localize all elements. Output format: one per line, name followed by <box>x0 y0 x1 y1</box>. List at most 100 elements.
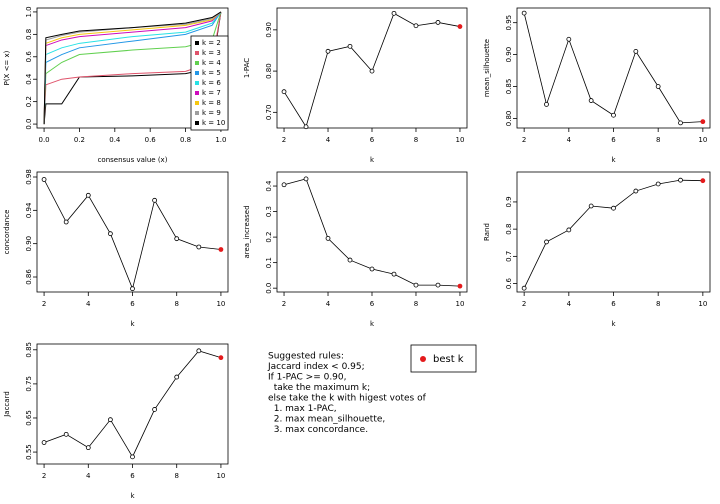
point <box>655 84 661 89</box>
y-axis-label: 1-PAC <box>243 58 251 78</box>
ecdf-line <box>43 11 222 125</box>
x-tick-label: 1.0 <box>215 136 226 144</box>
point <box>413 282 419 288</box>
point <box>347 43 353 49</box>
point <box>152 407 158 412</box>
point <box>678 120 683 126</box>
point <box>130 454 135 460</box>
legend-key <box>195 111 199 115</box>
point <box>281 89 287 95</box>
y-tick-label: 0.94 <box>25 202 33 218</box>
legend-key <box>195 71 199 75</box>
y-tick-label: 0.4 <box>265 180 273 192</box>
x-tick-label: 6 <box>611 136 616 144</box>
point <box>655 181 661 187</box>
x-tick-label: 6 <box>130 300 135 308</box>
y-tick-label: 0.1 <box>265 257 273 268</box>
y-axis-label: Rand <box>483 223 491 241</box>
y-axis-label: concordance <box>3 210 11 255</box>
point <box>174 236 180 242</box>
legend-key <box>195 121 199 125</box>
point <box>588 203 594 209</box>
x-tick-label: 2 <box>282 136 286 144</box>
y-tick-label: 0.90 <box>25 236 33 252</box>
x-tick-label: 4 <box>86 472 91 480</box>
x-tick-label: 2 <box>42 472 46 480</box>
y-tick-label: 0.86 <box>25 269 33 285</box>
x-tick-label: 4 <box>326 300 331 308</box>
point <box>521 285 527 291</box>
point <box>41 440 47 445</box>
point <box>130 286 135 292</box>
point <box>435 20 441 25</box>
point <box>413 23 419 29</box>
y-tick-label: 0.7 <box>505 251 513 262</box>
rule-line: 2. max mean_silhouette, <box>268 415 385 425</box>
legend-key <box>195 41 199 45</box>
x-tick-label: 8 <box>656 136 660 144</box>
y-tick-label: 0.65 <box>25 410 33 426</box>
point <box>700 119 706 125</box>
point <box>41 177 47 182</box>
x-tick-label: 2 <box>522 300 526 308</box>
y-tick-label: 0.2 <box>25 96 33 107</box>
point <box>63 431 69 437</box>
best-k-legend-box <box>410 344 477 373</box>
point <box>633 49 639 54</box>
x-tick-label: 4 <box>567 136 572 144</box>
point <box>325 48 331 54</box>
point <box>611 112 616 118</box>
y-tick-label: 0.0 <box>265 283 273 294</box>
legend-label: k = 9 <box>202 109 221 117</box>
rule-line: else take the k with higest votes of <box>268 394 427 404</box>
x-tick-label: 2 <box>282 300 286 308</box>
y-tick-label: 0.75 <box>25 376 33 392</box>
legend-label: k = 6 <box>202 79 221 87</box>
point <box>544 101 549 107</box>
x-tick-label: 10 <box>698 136 707 144</box>
x-tick-label: 4 <box>326 136 331 144</box>
y-tick-label: 0.3 <box>265 206 273 217</box>
legend-label: k = 7 <box>202 89 221 97</box>
y-tick-label: 0.85 <box>25 342 33 358</box>
legend-key <box>195 61 199 65</box>
x-axis-label: k <box>370 320 375 328</box>
rule-line: 3. max concordance. <box>268 425 368 435</box>
best-k-legend-label: best k <box>433 354 464 365</box>
point <box>107 417 113 423</box>
point <box>611 205 616 211</box>
y-tick-label: 0.8 <box>505 224 513 235</box>
y-axis-label: P(X <= x) <box>3 50 11 85</box>
point <box>303 124 309 130</box>
point <box>196 244 202 250</box>
point <box>369 68 375 74</box>
x-tick-label: 0.8 <box>180 136 191 144</box>
y-tick-label: 0.55 <box>25 444 33 460</box>
x-tick-label: 0.6 <box>145 136 157 144</box>
y-tick-label: 0.80 <box>505 111 513 127</box>
x-tick-label: 6 <box>130 472 135 480</box>
point <box>544 239 549 245</box>
legend-label: k = 4 <box>202 59 221 67</box>
point <box>633 188 639 194</box>
point <box>325 235 331 241</box>
point <box>174 374 180 380</box>
x-tick-label: 2 <box>42 300 46 308</box>
y-tick-label: 0.6 <box>505 277 513 289</box>
y-tick-label: 1.0 <box>25 6 33 17</box>
ecdf-line <box>43 11 222 125</box>
legend-label: k = 5 <box>202 69 221 77</box>
point <box>521 10 527 16</box>
point <box>391 10 397 16</box>
rule-line: Suggested rules: <box>268 352 344 362</box>
point <box>678 177 683 183</box>
rule-line: 1. max 1-PAC, <box>268 404 337 414</box>
x-tick-label: 10 <box>216 300 225 308</box>
x-axis-label: k <box>130 320 135 328</box>
y-axis-label: Jaccard <box>3 391 11 418</box>
x-tick-label: 6 <box>370 300 375 308</box>
x-axis-label: k <box>611 156 616 164</box>
legend-key <box>195 81 199 85</box>
point <box>196 348 202 354</box>
x-tick-label: 8 <box>174 472 178 480</box>
